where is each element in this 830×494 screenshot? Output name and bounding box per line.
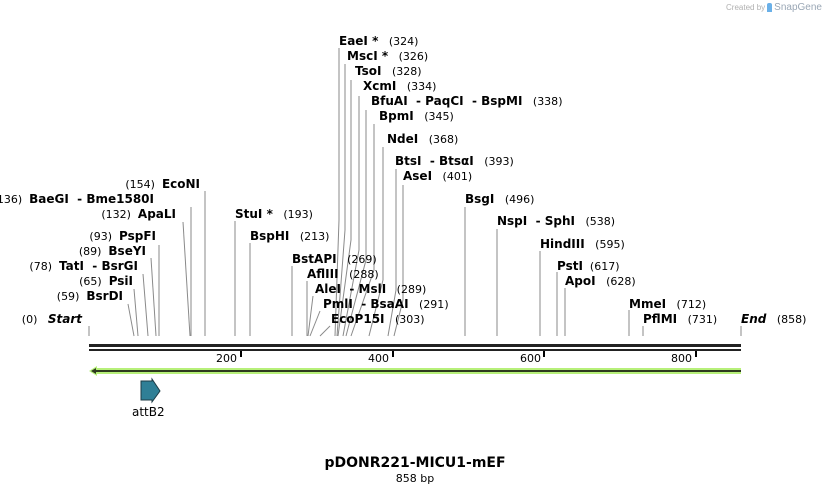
site-bsphi[interactable]: BspHI (213): [250, 229, 330, 244]
site-bfuai-paqci-bspmi[interactable]: BfuAI - PaqCI - BspMI (338): [371, 94, 563, 109]
site-nspi-sphi[interactable]: NspI - SphI (538): [497, 214, 616, 229]
snapgene-credit: Created by SnapGene: [726, 2, 822, 13]
site-msci[interactable]: MscI * (326): [347, 49, 429, 64]
orf-arrow: [89, 366, 741, 376]
start-marker: (0) Start: [21, 312, 82, 327]
site-ecop15i[interactable]: EcoP15I (303): [331, 312, 425, 327]
site-pspfi[interactable]: (93) PspFI: [89, 229, 156, 244]
site-eaei[interactable]: EaeI * (324): [339, 34, 419, 49]
site-xcmi[interactable]: XcmI (334): [363, 79, 437, 94]
map-title: pDONR221-MICU1-mEF: [324, 455, 506, 471]
site-stui[interactable]: StuI * (193): [235, 207, 313, 222]
site-ndei[interactable]: NdeI (368): [387, 132, 459, 147]
attb2-feature-arrow-icon: [140, 377, 161, 404]
axis-tick-800: 800: [671, 352, 692, 365]
site-btsi-btsai[interactable]: BtsI - BtsαI (393): [395, 154, 514, 169]
site-bseyi[interactable]: (89) BseYI: [78, 244, 146, 259]
site-bpmi[interactable]: BpmI (345): [379, 109, 454, 124]
credit-brand: SnapGene: [774, 2, 822, 13]
site-econi[interactable]: (154) EcoNI: [125, 177, 200, 192]
site-afliii[interactable]: AflIII (288): [307, 267, 379, 282]
backbone: [89, 344, 741, 351]
site-pflmi[interactable]: PflMI (731): [643, 312, 718, 327]
site-apali[interactable]: (132) ApaLI: [101, 207, 176, 222]
site-baegi-bme1580i[interactable]: (136) BaeGI - Bme1580I: [0, 192, 154, 207]
axis-tick-400: 400: [368, 352, 389, 365]
site-asei[interactable]: AseI (401): [403, 169, 473, 184]
end-marker: End (858): [741, 312, 807, 327]
site-bsrdi[interactable]: (59) BsrDI: [56, 289, 123, 304]
site-tsoi[interactable]: TsoI (328): [355, 64, 422, 79]
site-pmli-bsaai[interactable]: PmlI - BsaAI (291): [323, 297, 449, 312]
site-tati-bsrgi[interactable]: (78) TatI - BsrGI: [29, 259, 138, 274]
site-mmei[interactable]: MmeI (712): [629, 297, 707, 312]
site-hindiii[interactable]: HindIII (595): [540, 237, 625, 252]
snapgene-logo-icon: [767, 3, 773, 12]
axis-tick-600: 600: [520, 352, 541, 365]
site-psii[interactable]: (65) PsiI: [79, 274, 133, 289]
site-bstapi[interactable]: BstAPI (269): [292, 252, 377, 267]
axis-ticks: [240, 351, 697, 357]
site-apoi[interactable]: ApoI (628): [565, 274, 636, 289]
map-length: 858 bp: [395, 472, 435, 485]
feature-label-attb2[interactable]: attB2: [132, 405, 165, 419]
site-alei-msli[interactable]: AleI - MslI (289): [315, 282, 427, 297]
site-psti[interactable]: PstI (617): [557, 259, 620, 274]
credit-prefix: Created by: [726, 3, 766, 12]
site-bsgi[interactable]: BsgI (496): [465, 192, 535, 207]
leader-lines: [88, 48, 742, 337]
axis-tick-200: 200: [216, 352, 237, 365]
